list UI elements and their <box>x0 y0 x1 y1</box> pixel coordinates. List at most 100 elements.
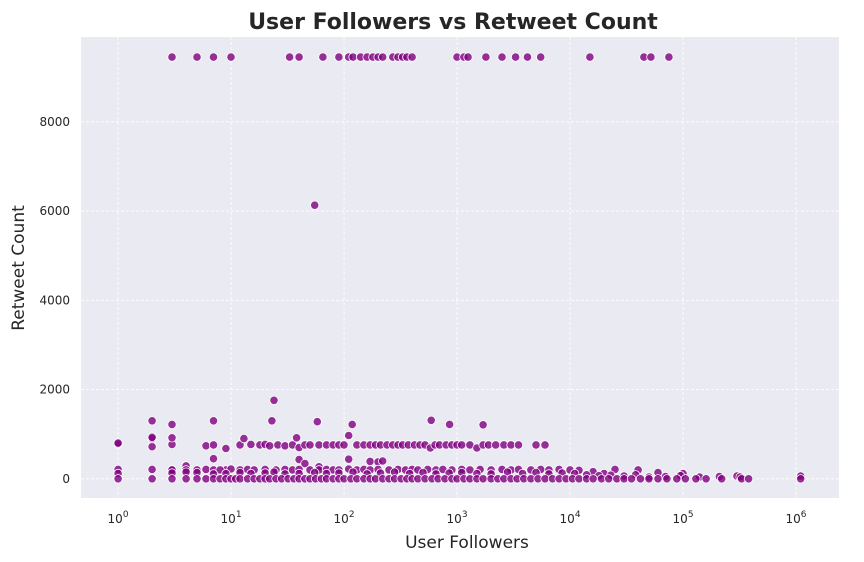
x-tick-label: 101 <box>221 510 242 526</box>
y-tick-label: 0 <box>62 472 70 486</box>
x-axis-label: User Followers <box>405 533 529 553</box>
data-point <box>246 439 256 449</box>
x-tick-label: 103 <box>447 510 468 526</box>
data-point <box>585 52 595 62</box>
data-point <box>147 474 157 484</box>
data-point <box>312 417 322 427</box>
x-tick-label: 100 <box>108 510 129 526</box>
y-tick-labels: 0 2000 4000 6000 8000 <box>39 115 70 486</box>
data-point <box>540 440 550 450</box>
y-tick-label: 4000 <box>39 293 70 307</box>
data-point <box>691 474 701 484</box>
x-tick-labels: 100 101 102 103 104 105 106 <box>108 510 807 526</box>
data-point <box>522 52 533 62</box>
data-point <box>457 440 467 450</box>
data-point <box>113 474 123 484</box>
data-points <box>113 52 806 484</box>
data-point <box>626 474 637 484</box>
data-point <box>201 441 211 451</box>
data-point <box>348 52 358 62</box>
data-point <box>672 474 682 484</box>
y-axis-label: Retweet Count <box>9 205 29 331</box>
data-point <box>305 440 315 450</box>
data-point <box>181 474 191 484</box>
data-point <box>167 433 177 443</box>
data-point <box>680 474 691 484</box>
grid-lines <box>81 37 839 498</box>
data-point <box>646 52 656 62</box>
data-point <box>147 432 157 442</box>
data-point <box>339 440 349 450</box>
data-point <box>574 474 584 484</box>
data-point <box>221 443 231 454</box>
data-point <box>478 420 488 430</box>
data-point <box>239 433 249 444</box>
data-point <box>481 52 491 62</box>
data-point <box>300 458 310 469</box>
y-tick-label: 8000 <box>39 115 70 129</box>
y-tick-label: 6000 <box>39 204 70 218</box>
data-point <box>167 419 177 429</box>
data-point <box>280 441 290 451</box>
data-point <box>478 474 488 484</box>
data-point <box>604 474 614 484</box>
data-point <box>347 419 357 429</box>
data-point <box>662 474 672 484</box>
data-point <box>588 474 598 484</box>
data-point <box>208 454 219 464</box>
data-point <box>192 52 202 62</box>
data-point <box>743 474 754 484</box>
x-tick-label: 106 <box>786 510 807 526</box>
chart-title: User Followers vs Retweet Count <box>248 10 658 35</box>
data-point <box>701 474 711 484</box>
data-point <box>147 442 157 452</box>
data-point <box>208 440 219 450</box>
data-point <box>267 416 277 426</box>
data-point <box>269 395 279 405</box>
x-tick-label: 105 <box>673 510 694 526</box>
data-point <box>192 474 202 484</box>
data-point <box>717 474 727 484</box>
data-point <box>644 474 654 484</box>
data-point <box>167 474 177 484</box>
data-point <box>365 456 375 466</box>
data-point <box>294 52 304 62</box>
data-point <box>334 52 344 62</box>
data-point <box>426 415 436 425</box>
data-point <box>378 456 388 466</box>
data-point <box>147 416 157 426</box>
data-point <box>208 416 219 426</box>
data-point <box>235 474 245 484</box>
data-point <box>635 474 646 484</box>
data-point <box>291 433 302 443</box>
data-point <box>536 52 546 62</box>
data-point <box>510 52 521 62</box>
data-point <box>310 200 320 210</box>
data-point <box>344 454 354 464</box>
x-tick-label: 104 <box>560 510 581 526</box>
data-point <box>513 440 524 450</box>
data-point <box>796 474 806 484</box>
y-tick-label: 2000 <box>39 383 70 397</box>
data-point <box>265 441 275 451</box>
x-tick-label: 102 <box>334 510 355 526</box>
data-point <box>284 52 295 62</box>
data-point <box>344 430 354 441</box>
data-point <box>653 474 663 484</box>
data-point <box>226 52 236 62</box>
data-point <box>407 52 417 62</box>
data-point <box>531 440 541 450</box>
data-point <box>167 52 177 62</box>
plot-area <box>81 37 839 498</box>
data-point <box>444 419 455 429</box>
data-point <box>463 52 473 62</box>
data-point <box>378 52 388 62</box>
data-point <box>318 52 328 62</box>
data-point <box>491 440 501 450</box>
data-point <box>147 464 157 474</box>
data-point <box>113 438 123 448</box>
data-point <box>497 52 507 62</box>
data-point <box>664 52 674 62</box>
